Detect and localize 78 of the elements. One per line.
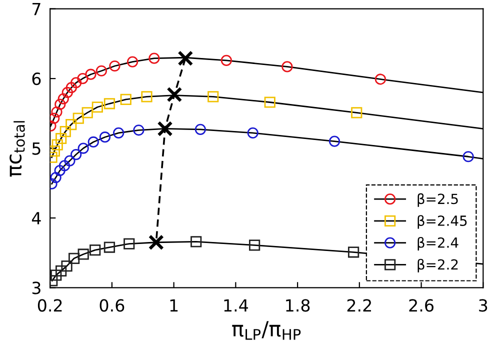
point (141, 91, 152, 102)
point (126, 56, 138, 68)
point (148, 52, 160, 64)
point (166, 86, 182, 102)
point (52, 139, 63, 150)
point (109, 60, 120, 72)
legend-label: β=2.2 (418, 258, 458, 272)
point (58, 160, 70, 172)
point (104, 98, 116, 110)
point (374, 74, 386, 85)
x-axis-title: π$_{LP}$/π$_{HP}$ (232, 321, 301, 340)
point (54, 98, 66, 110)
point (61, 260, 72, 272)
point (66, 119, 77, 130)
point (194, 124, 206, 135)
point (56, 265, 67, 277)
legend-label: β=2.4 (418, 237, 458, 251)
point (348, 246, 360, 258)
point (148, 234, 164, 250)
point (85, 68, 96, 80)
point (92, 102, 103, 113)
x-tick-label: 0.2 (38, 299, 62, 312)
point (62, 86, 73, 98)
point (78, 142, 89, 154)
point (88, 136, 99, 148)
legend-label: β=2.45 (418, 215, 467, 229)
point (462, 151, 474, 162)
point (351, 107, 362, 118)
point (247, 127, 258, 138)
point (51, 106, 62, 118)
legend-label: β=2.5 (418, 193, 458, 207)
y-tick-label: 4 (32, 212, 41, 224)
point (190, 236, 202, 248)
point (133, 124, 144, 136)
point (113, 127, 124, 138)
point (178, 50, 194, 66)
x-tick-label: 2.6 (409, 299, 434, 312)
point (64, 155, 76, 166)
y-axis-title: πc$_{total}$ (10, 121, 25, 177)
x-tick-label: 3 (479, 299, 488, 312)
point (220, 54, 232, 66)
x-tick-label: 1.4 (224, 299, 248, 312)
point (54, 165, 66, 176)
point (70, 77, 82, 88)
point (50, 145, 60, 157)
point (50, 172, 62, 184)
point (157, 120, 173, 137)
point (66, 82, 77, 94)
point (99, 132, 111, 143)
point (50, 270, 62, 281)
point (77, 72, 88, 84)
x-tick-label: 1 (170, 299, 178, 312)
point (104, 242, 116, 253)
point (328, 136, 340, 147)
point (58, 93, 69, 104)
point (248, 240, 260, 251)
point (96, 65, 107, 76)
y-tick-label: 6 (32, 72, 41, 86)
point (56, 132, 67, 144)
point (70, 148, 82, 160)
point (282, 61, 293, 72)
point (120, 94, 132, 106)
point (60, 126, 71, 138)
point (72, 112, 84, 124)
x-tick-label: 2.2 (347, 299, 371, 312)
point (82, 107, 93, 118)
point (124, 238, 135, 250)
point (264, 96, 276, 108)
x-tick-label: 0.6 (100, 299, 124, 312)
y-tick-label: 5 (32, 142, 40, 155)
y-tick-label: 7 (32, 3, 40, 16)
point (208, 91, 219, 102)
point (78, 248, 89, 260)
point (50, 112, 60, 124)
y-tick-label: 3 (32, 282, 40, 294)
point (90, 244, 101, 256)
x-tick-label: 1.8 (286, 299, 310, 312)
point (68, 252, 80, 264)
